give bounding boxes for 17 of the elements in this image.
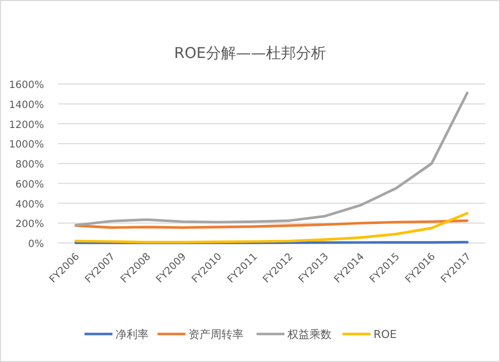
- y-tick-label: 800%: [15, 160, 44, 170]
- y-tick-label: 1200%: [9, 120, 44, 131]
- legend-label: 权益乘数: [286, 328, 332, 341]
- legend-label: 净利率: [116, 328, 148, 341]
- y-tick-label: 400%: [15, 199, 44, 210]
- y-tick-label: 600%: [15, 179, 44, 190]
- legend-label: 资产周转率: [188, 328, 244, 341]
- y-tick-label: 1600%: [9, 80, 44, 91]
- y-tick-label: 0%: [28, 239, 44, 250]
- line-series: [74, 92, 469, 226]
- y-tick-label: 1400%: [9, 100, 44, 111]
- y-tick-label: 200%: [15, 219, 44, 230]
- line-series: [74, 212, 469, 244]
- y-tick-label: 1000%: [9, 140, 44, 151]
- chart-title: ROE分解——杜邦分析: [174, 44, 326, 62]
- legend-label: ROE: [374, 328, 397, 341]
- line-series: [74, 219, 469, 229]
